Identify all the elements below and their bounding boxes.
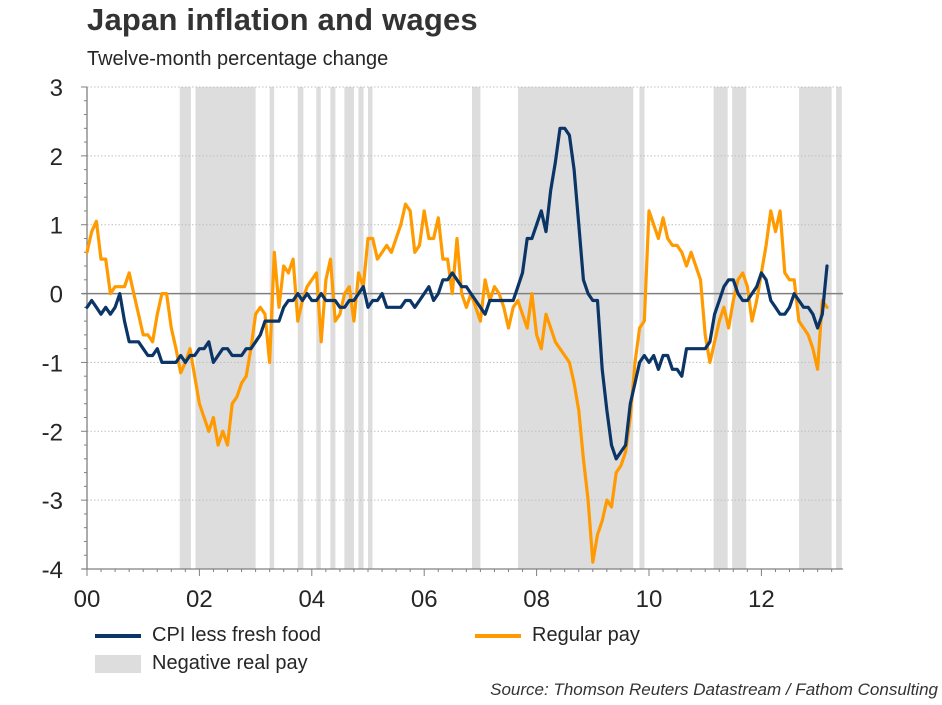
series-line-pay <box>85 202 829 564</box>
y-tick-label: 0 <box>50 282 63 309</box>
legend-item-shade: Negative real pay <box>95 652 308 675</box>
x-tick-label: 08 <box>523 586 550 613</box>
legend-item-pay: Regular pay <box>475 624 640 647</box>
x-tick-labels: 00 02 04 06 08 10 12 <box>74 586 775 613</box>
shaded-period <box>195 87 256 569</box>
shaded-period <box>836 87 842 569</box>
x-tick-label: 10 <box>636 586 663 613</box>
y-tick-labels: 3 2 1 0 -1 -2 -3 -4 <box>42 75 63 584</box>
x-tick-label: 06 <box>411 586 438 613</box>
x-tick-label: 02 <box>186 586 213 613</box>
shaded-period <box>358 87 364 569</box>
legend-swatch-pay <box>475 633 521 638</box>
shaded-period <box>316 87 321 569</box>
shaded-period <box>639 87 645 569</box>
axes <box>81 86 843 576</box>
shaded-period <box>179 87 191 569</box>
series-line-cpi <box>85 126 829 461</box>
legend-label-pay: Regular pay <box>532 624 640 646</box>
y-tick-label: 1 <box>50 213 63 240</box>
y-tick-label: -3 <box>42 488 63 515</box>
series-lines <box>85 126 829 564</box>
shaded-period <box>471 87 481 569</box>
shaded-period <box>713 87 728 569</box>
y-tick-label: 2 <box>50 144 63 171</box>
legend-swatch-cpi <box>95 633 141 638</box>
y-tick-label: -2 <box>42 419 63 446</box>
y-tick-label: 3 <box>50 75 63 102</box>
x-tick-label: 00 <box>74 586 101 613</box>
chart-title: Japan inflation and wages <box>87 2 478 37</box>
source-note: Source: Thomson Reuters Datastream / Fat… <box>490 680 938 699</box>
shaded-period <box>368 87 373 569</box>
shaded-period <box>330 87 336 569</box>
shaded-period <box>732 87 747 569</box>
legend-item-cpi: CPI less fresh food <box>95 624 321 647</box>
x-tick-label: 04 <box>298 586 325 613</box>
x-tick-label: 12 <box>748 586 775 613</box>
shaded-period <box>344 87 354 569</box>
chart-subtitle: Twelve-month percentage change <box>87 48 389 70</box>
y-tick-label: -4 <box>42 557 63 584</box>
legend-label-shade: Negative real pay <box>152 652 308 674</box>
shaded-periods <box>179 87 842 569</box>
legend-swatch-shade <box>95 654 141 673</box>
legend-label-cpi: CPI less fresh food <box>152 624 321 646</box>
shaded-period <box>297 87 304 569</box>
y-tick-label: -1 <box>42 350 63 377</box>
